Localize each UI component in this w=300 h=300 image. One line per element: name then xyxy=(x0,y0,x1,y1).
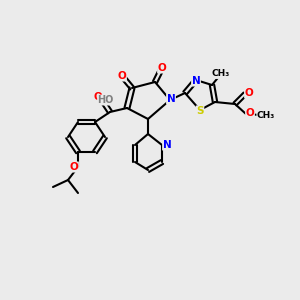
Text: O: O xyxy=(118,71,126,81)
Text: O: O xyxy=(246,108,254,118)
Text: O: O xyxy=(158,63,166,73)
Text: CH₃: CH₃ xyxy=(212,70,230,79)
Text: O: O xyxy=(94,92,102,102)
Text: S: S xyxy=(196,106,204,116)
Text: O: O xyxy=(70,162,78,172)
Text: N: N xyxy=(167,94,176,104)
Text: O: O xyxy=(244,88,253,98)
Text: N: N xyxy=(192,76,200,86)
Text: N: N xyxy=(163,140,171,150)
Text: CH₃: CH₃ xyxy=(257,110,275,119)
Text: HO: HO xyxy=(98,95,114,105)
